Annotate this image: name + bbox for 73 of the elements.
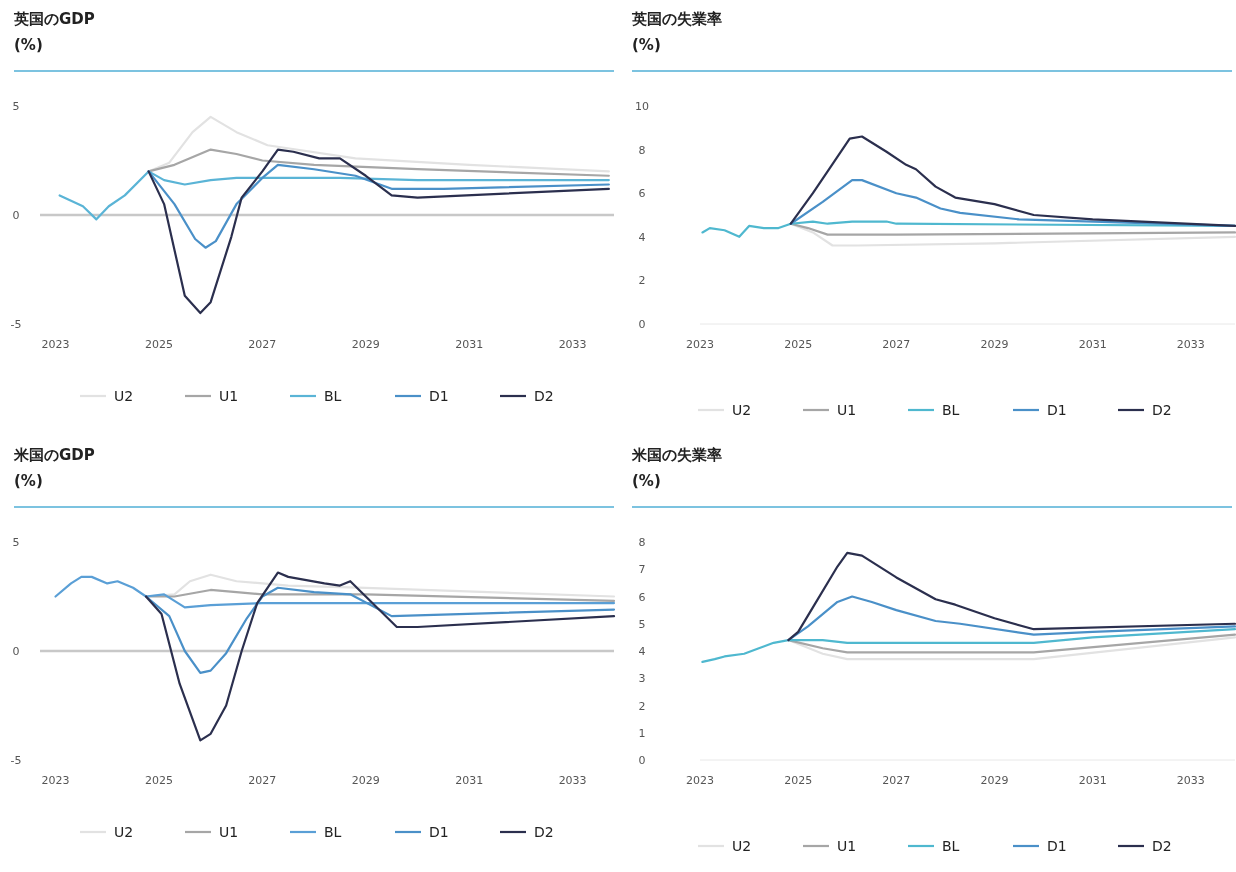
y-tick-label: 0 xyxy=(638,318,646,331)
legend-label: D2 xyxy=(534,824,554,840)
y-tick-label: 0 xyxy=(12,645,20,658)
x-tick-label: 2027 xyxy=(248,338,277,351)
legend-label: BL xyxy=(324,824,342,840)
legend-label: U2 xyxy=(114,824,134,840)
x-tick-label: 2029 xyxy=(351,774,380,787)
legend-label: BL xyxy=(942,402,960,418)
x-tick-label: 2023 xyxy=(41,774,70,787)
y-tick-label: 3 xyxy=(638,672,646,686)
x-tick-label: 2023 xyxy=(686,774,714,787)
legend-label: D1 xyxy=(429,824,449,840)
x-tick-label: 2033 xyxy=(1176,774,1205,787)
legend-label: U2 xyxy=(732,402,752,418)
y-tick-label: 4 xyxy=(638,645,646,658)
x-tick-label: 2033 xyxy=(558,774,587,787)
x-tick-label: 2027 xyxy=(882,774,911,787)
chart-title: 米国のGDP xyxy=(14,446,95,465)
chart-title: 英国の失業率 xyxy=(632,10,722,29)
y-tick-label: 10 xyxy=(635,100,649,113)
legend-label: D2 xyxy=(1152,402,1172,418)
x-tick-label: 2029 xyxy=(351,338,380,351)
legend-label: U2 xyxy=(114,388,134,404)
x-tick-label: 2023 xyxy=(686,338,714,351)
legend-label: D2 xyxy=(534,388,554,404)
y-tick-label: 5 xyxy=(12,536,20,549)
y-tick-label: 5 xyxy=(638,617,646,631)
legend-label: U2 xyxy=(732,838,752,854)
x-tick-label: 2023 xyxy=(41,338,70,351)
y-tick-label: 1 xyxy=(638,726,646,740)
legend-label: BL xyxy=(324,388,342,404)
x-tick-label: 2031 xyxy=(455,774,484,787)
x-tick-label: 2033 xyxy=(558,338,587,351)
legend-label: D1 xyxy=(1047,402,1067,418)
x-tick-label: 2025 xyxy=(784,338,813,351)
x-tick-label: 2027 xyxy=(248,774,277,787)
chart-title: 米国の失業率 xyxy=(632,446,722,465)
y-axis-title: (%) xyxy=(14,472,43,490)
legend-label: BL xyxy=(942,838,960,854)
x-tick-label: 2027 xyxy=(882,338,911,351)
chart-title: 英国のGDP xyxy=(14,10,95,29)
y-tick-label: 6 xyxy=(638,187,646,201)
legend-label: U1 xyxy=(219,388,239,404)
y-tick-label: 4 xyxy=(638,230,646,244)
y-tick-label: 2 xyxy=(638,699,646,713)
legend-label: U1 xyxy=(837,402,857,418)
y-axis-title: (%) xyxy=(632,36,661,54)
y-tick-label: 0 xyxy=(12,209,20,222)
legend-label: U1 xyxy=(219,824,239,840)
y-tick-label: 8 xyxy=(638,536,646,549)
x-tick-label: 2031 xyxy=(455,338,484,351)
x-tick-label: 2031 xyxy=(1078,338,1107,351)
y-tick-label: 8 xyxy=(638,143,646,157)
legend-label: U1 xyxy=(837,838,857,854)
x-tick-label: 2025 xyxy=(144,774,173,787)
legend-label: D1 xyxy=(429,388,449,404)
y-axis-title: (%) xyxy=(632,472,661,490)
x-tick-label: 2033 xyxy=(1176,338,1205,351)
y-tick-label: 2 xyxy=(638,274,646,288)
y-tick-label: 6 xyxy=(638,590,646,604)
x-tick-label: 2025 xyxy=(784,774,813,787)
x-tick-label: 2031 xyxy=(1078,774,1107,787)
y-tick-label: -5 xyxy=(10,318,22,331)
legend-label: D1 xyxy=(1047,838,1067,854)
y-axis-title: (%) xyxy=(14,36,43,54)
x-tick-label: 2029 xyxy=(980,774,1009,787)
x-tick-label: 2025 xyxy=(144,338,173,351)
y-tick-label: 5 xyxy=(12,100,20,113)
legend-label: D2 xyxy=(1152,838,1172,854)
y-tick-label: -5 xyxy=(10,754,22,767)
y-tick-label: 7 xyxy=(638,563,646,577)
y-tick-label: 0 xyxy=(638,754,646,767)
x-tick-label: 2029 xyxy=(980,338,1009,351)
